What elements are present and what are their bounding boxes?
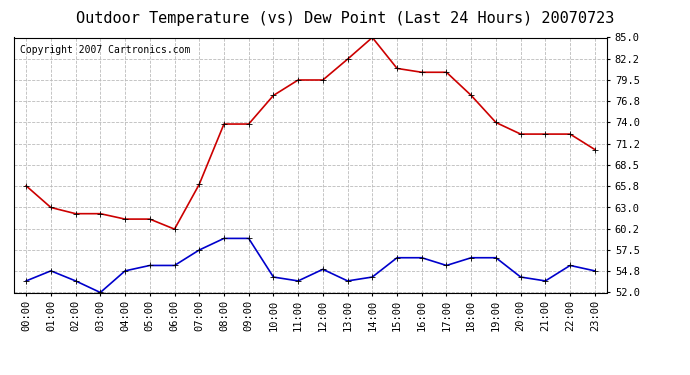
- Text: Outdoor Temperature (vs) Dew Point (Last 24 Hours) 20070723: Outdoor Temperature (vs) Dew Point (Last…: [76, 11, 614, 26]
- Text: Copyright 2007 Cartronics.com: Copyright 2007 Cartronics.com: [20, 45, 190, 55]
